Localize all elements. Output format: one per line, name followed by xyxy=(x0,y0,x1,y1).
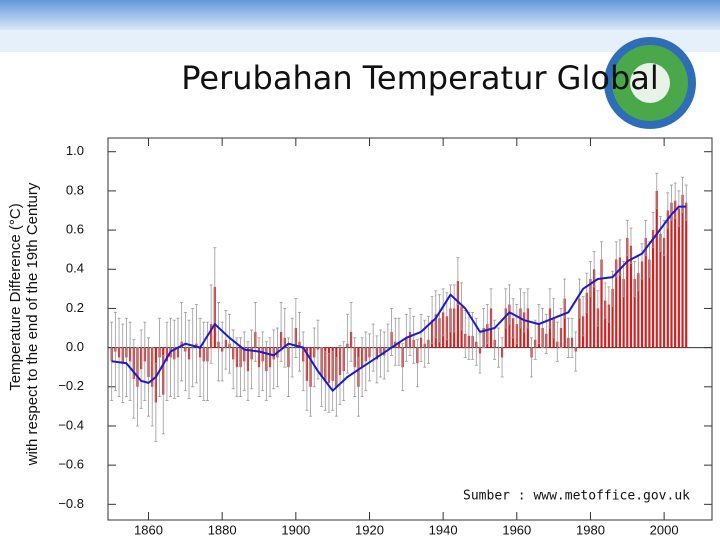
x-tick-label: 1900 xyxy=(281,522,310,537)
source-note: Sumber : www.metoffice.gov.uk xyxy=(463,489,690,504)
y-tick-label: −0.2 xyxy=(58,378,84,393)
bar xyxy=(633,279,636,348)
x-tick-label: 1980 xyxy=(576,522,605,537)
y-tick-label: 0.0 xyxy=(66,339,84,354)
bar xyxy=(629,245,633,348)
x-tick-label: 1940 xyxy=(429,522,458,537)
bar xyxy=(685,202,688,348)
bar xyxy=(618,257,622,348)
y-tick-label: 0.6 xyxy=(66,222,84,237)
y-tick-label: 0.2 xyxy=(66,300,84,315)
bar xyxy=(622,279,625,348)
bar xyxy=(670,202,673,348)
bar xyxy=(604,300,607,348)
y-tick-label: −0.4 xyxy=(58,417,84,432)
bar xyxy=(615,259,618,348)
bar xyxy=(607,304,610,348)
bar xyxy=(659,233,662,348)
bar xyxy=(578,298,581,348)
bar xyxy=(677,208,680,348)
plot-frame xyxy=(107,137,713,521)
header-band xyxy=(0,0,720,30)
y-tick-label: 0.8 xyxy=(66,182,84,197)
header-band-light xyxy=(0,30,720,52)
bar xyxy=(596,308,599,348)
bar xyxy=(589,279,592,348)
y-tick-label: −0.6 xyxy=(58,457,84,472)
bar xyxy=(563,298,566,348)
bar xyxy=(644,237,647,348)
bar xyxy=(637,273,640,348)
bar xyxy=(651,230,655,348)
y-axis-label: with respect to the end of the 19th Cent… xyxy=(24,182,41,466)
x-tick-label: 2000 xyxy=(650,522,679,537)
bar xyxy=(626,237,629,348)
bar xyxy=(593,269,596,348)
bar xyxy=(681,194,684,348)
bar xyxy=(585,292,588,348)
x-tick-label: 1960 xyxy=(502,522,531,537)
logo-center xyxy=(630,63,670,103)
bar xyxy=(663,237,666,348)
x-tick-label: 1860 xyxy=(134,522,163,537)
bar xyxy=(611,288,614,348)
bar xyxy=(640,261,644,348)
x-tick-label: 1880 xyxy=(208,522,237,537)
smooth-line xyxy=(111,205,687,392)
bar xyxy=(655,190,658,348)
bar xyxy=(600,259,603,348)
bar xyxy=(508,304,511,348)
x-tick-label: 1920 xyxy=(355,522,384,537)
y-tick-label: 0.4 xyxy=(66,261,84,276)
y-axis-label: Temperature Difference (°C) xyxy=(7,203,24,390)
bar xyxy=(674,200,677,348)
bar xyxy=(666,210,669,348)
slide-title: Perubahan Temperatur Global xyxy=(181,59,659,97)
y-tick-label: 1.0 xyxy=(66,143,84,158)
chart-bg xyxy=(0,135,720,540)
bar xyxy=(648,259,651,348)
bar xyxy=(456,281,459,348)
y-tick-label: −0.8 xyxy=(58,496,84,511)
